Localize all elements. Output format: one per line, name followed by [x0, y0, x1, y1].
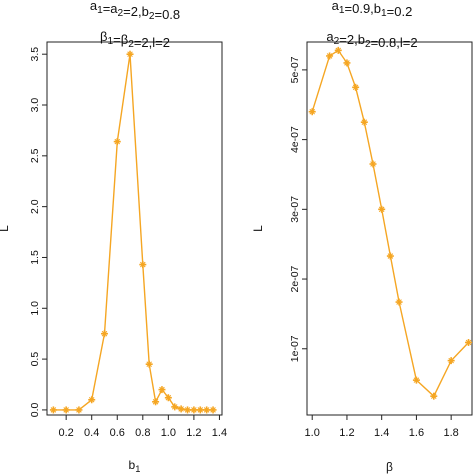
y-tick-label: 3.0: [29, 98, 41, 113]
y-tick-label: 0.5: [29, 352, 41, 367]
y-tick-label: 5e-07: [289, 56, 301, 83]
x-tick-label: 1.8: [444, 427, 459, 439]
data-point: [139, 261, 147, 269]
y-tick-label: 1.5: [29, 250, 41, 265]
y-tick-label: 3.5: [29, 47, 41, 62]
data-point: [465, 338, 473, 346]
data-point: [369, 160, 377, 168]
y-axis-label: L: [0, 225, 11, 232]
data-point: [395, 298, 403, 306]
data-point: [447, 357, 455, 365]
x-tick-label: 1.4: [212, 427, 227, 439]
chart-title-line: β1=β2=2,l=2: [100, 29, 170, 50]
y-tick-label: 0.0: [29, 402, 41, 417]
data-point: [334, 46, 342, 54]
data-point: [184, 406, 192, 414]
data-point: [100, 330, 108, 338]
data-point: [308, 108, 316, 116]
y-tick-label: 2.0: [29, 199, 41, 214]
x-tick-label: 0.4: [84, 427, 99, 439]
data-point: [152, 398, 160, 406]
x-tick-label: 1.2: [186, 427, 201, 439]
data-point: [326, 52, 334, 60]
x-tick-label: 1.0: [305, 427, 320, 439]
x-tick-label: 0.2: [59, 427, 74, 439]
y-tick-label: 1.0: [29, 301, 41, 316]
data-point: [177, 405, 185, 413]
y-tick-label: 4e-07: [289, 126, 301, 153]
data-point: [209, 406, 217, 414]
chart-title-line: a1=a2=2,b2=0.8: [90, 0, 180, 22]
data-point: [343, 59, 351, 67]
x-tick-label: 1.4: [374, 427, 389, 439]
data-point: [190, 406, 198, 414]
y-tick-label: 3e-07: [289, 196, 301, 223]
x-tick-label: 1.0: [161, 427, 176, 439]
data-point: [412, 376, 420, 384]
data-point: [360, 118, 368, 126]
x-tick-label: 1.6: [409, 427, 424, 439]
data-point: [352, 83, 360, 91]
y-tick-label: 2e-07: [289, 265, 301, 292]
data-point: [145, 360, 153, 368]
data-point: [171, 403, 179, 411]
data-point: [62, 406, 70, 414]
chart-right: a1=0.9,b1=0.2 a2=2,b2=0.8,l=2 1e-07 2e-07 3e…: [251, 0, 473, 474]
x-tick-label: 0.8: [135, 427, 150, 439]
data-point: [88, 396, 96, 404]
series-line: [53, 54, 214, 411]
data-point: [126, 50, 134, 58]
data-point: [430, 392, 438, 400]
data-point: [49, 406, 57, 414]
x-axis-label: b1: [129, 458, 141, 474]
plot-frame: [306, 41, 473, 416]
chart-left: a1=a2=2,b2=0.8 β1=β2=2,l=2 0.0 0.5 1.0 1.5 2.0…: [0, 0, 227, 474]
data-point: [378, 205, 386, 213]
x-tick-label: 1.2: [339, 427, 354, 439]
data-point: [158, 386, 166, 394]
data-point: [75, 406, 83, 414]
data-point: [164, 394, 172, 402]
data-point: [113, 138, 121, 146]
x-axis-label: β: [386, 460, 393, 474]
chart-title-line: a1=0.9,b1=0.2: [332, 0, 413, 19]
data-point: [386, 252, 394, 260]
data-point: [203, 406, 211, 414]
x-tick-label: 0.6: [110, 427, 125, 439]
plot-frame: [46, 41, 223, 416]
data-point: [196, 406, 204, 414]
y-tick-label: 2.5: [29, 148, 41, 163]
y-tick-label: 1e-07: [289, 335, 301, 362]
y-axis-label: L: [251, 225, 265, 232]
series-line: [311, 49, 470, 398]
chart-title-line: a2=2,b2=0.8,l=2: [326, 29, 417, 50]
